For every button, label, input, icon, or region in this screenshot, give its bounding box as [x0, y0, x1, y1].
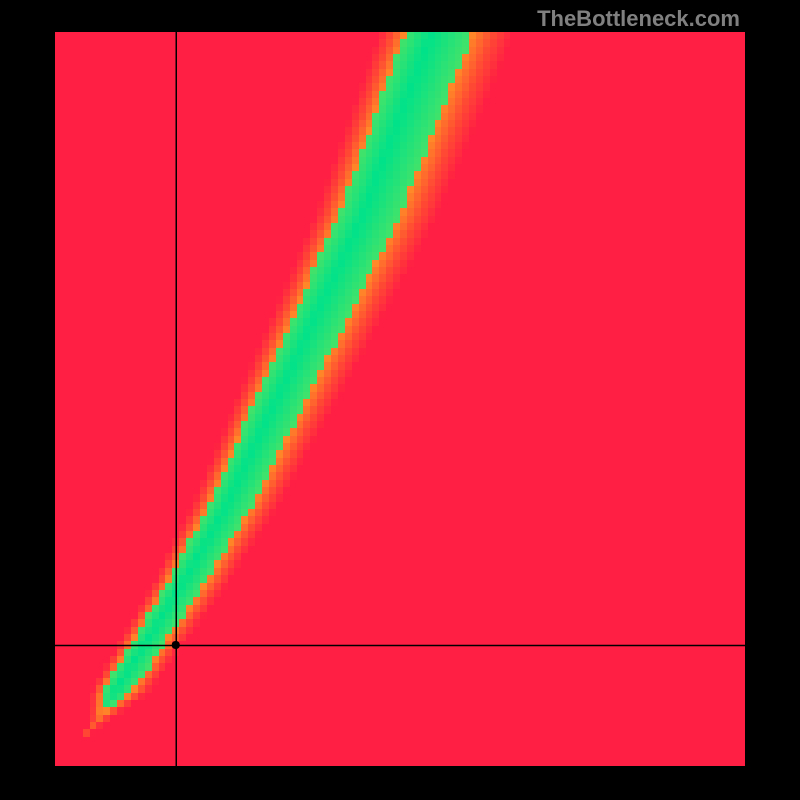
- heatmap-canvas: [55, 32, 745, 766]
- watermark-text: TheBottleneck.com: [537, 6, 740, 32]
- heatmap-plot: [55, 32, 745, 766]
